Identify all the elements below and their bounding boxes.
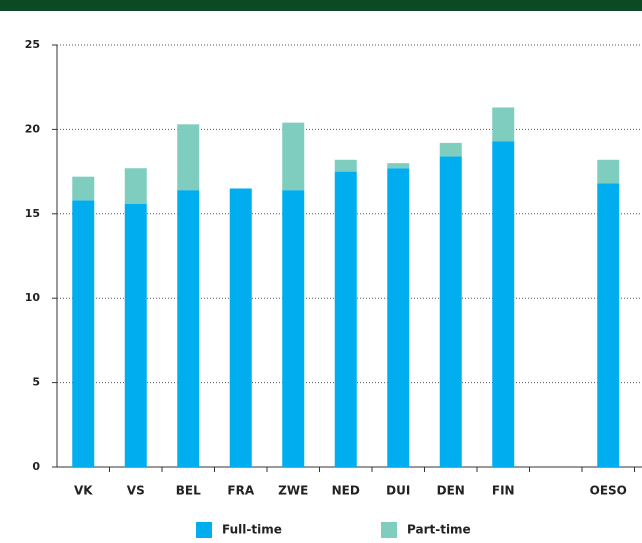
bar-segment — [439, 156, 462, 467]
x-tick-label: BEL — [176, 484, 201, 498]
bar-segment — [387, 168, 410, 467]
x-tick-label: FIN — [492, 484, 515, 498]
y-tick-label: 25 — [25, 38, 40, 51]
bar-segment — [177, 124, 200, 191]
bar-segment — [334, 171, 357, 467]
y-tick-label: 20 — [25, 122, 41, 135]
bar-segment — [282, 122, 305, 191]
bar-segment — [492, 141, 515, 467]
x-tick-label: NED — [332, 484, 360, 498]
bar-segment — [439, 142, 462, 157]
x-tick-label: ZWE — [278, 484, 308, 498]
legend-label: Full-time — [222, 523, 282, 537]
x-tick-label: FRA — [227, 484, 254, 498]
bar-segment — [597, 159, 620, 184]
y-tick-label: 15 — [25, 207, 40, 220]
legend-swatch — [381, 522, 397, 538]
x-tick-label: DUI — [386, 484, 410, 498]
bar-segment — [177, 190, 200, 467]
bar-segment — [124, 203, 147, 467]
bar-segment — [124, 168, 147, 204]
x-tick-label: OESO — [590, 484, 627, 498]
x-tick-label: VK — [74, 484, 93, 498]
bar-segment — [387, 163, 410, 169]
y-tick-label: 0 — [32, 460, 40, 473]
header-band — [0, 0, 642, 11]
bar-segment — [72, 200, 95, 467]
y-tick-label: 5 — [32, 376, 40, 389]
x-tick-label: VS — [127, 484, 145, 498]
bar-segment — [334, 159, 357, 172]
x-tick-label: DEN — [437, 484, 465, 498]
legend-swatch — [196, 522, 212, 538]
bar-segment — [597, 183, 620, 467]
y-tick-label: 10 — [25, 291, 41, 304]
bar-segment — [282, 190, 305, 467]
bar-segment — [72, 176, 95, 201]
bar-segment — [492, 107, 515, 142]
bar-segment — [229, 188, 252, 468]
legend-label: Part-time — [407, 523, 471, 537]
